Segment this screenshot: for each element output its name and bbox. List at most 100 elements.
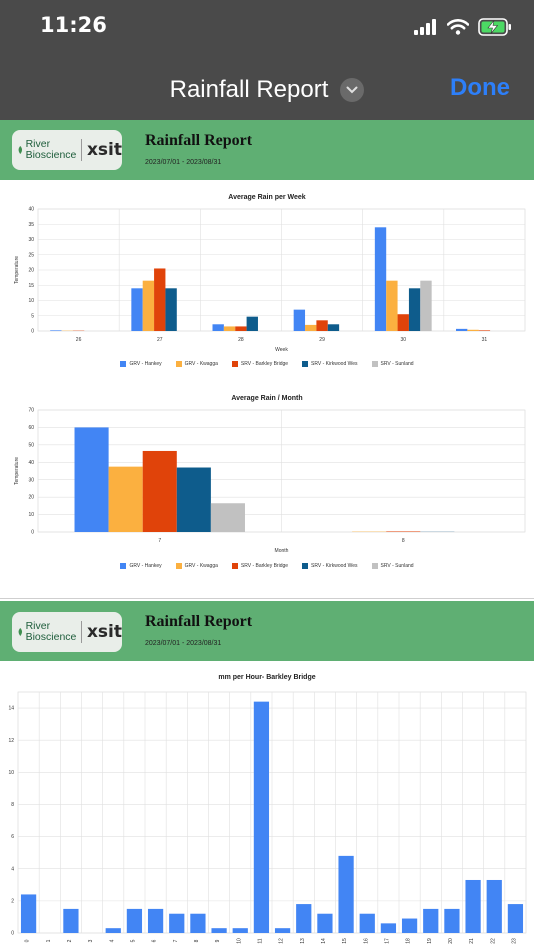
weekly-rain-chart: 0 5 10 15 20 25 30 35 40 26 27 28 29 30 31 Week Temperat… <box>14 207 526 353</box>
x-tick-label: 30 <box>400 337 406 343</box>
bar <box>235 326 247 331</box>
y-tick-label: 35 <box>28 222 34 228</box>
report-page-1: River Bioscience xsit Rainfall Report 20… <box>0 120 534 600</box>
bar <box>105 928 121 933</box>
bar <box>374 227 387 331</box>
bar <box>253 701 270 933</box>
legend-label: GRV - Kwagga <box>184 361 218 367</box>
bar <box>176 467 211 532</box>
x-tick-label: 4 <box>109 939 115 942</box>
bar <box>210 503 245 532</box>
legend-monthly: GRV - Hankey GRV - Kwagga SRV - Barkley Br… <box>0 563 534 569</box>
y-tick-label: 0 <box>31 530 34 536</box>
legend-item: GRV - Hankey <box>120 563 162 569</box>
bar <box>147 908 164 933</box>
report-page-2: River Bioscience xsit Rainfall Report 20… <box>0 601 534 950</box>
bar <box>317 913 333 933</box>
bar <box>397 314 409 331</box>
y-tick-label: 4 <box>11 866 14 872</box>
y-tick-label: 14 <box>8 706 14 712</box>
x-tick-label: 27 <box>157 337 163 343</box>
bar <box>386 280 398 331</box>
y-tick-label: 10 <box>28 298 34 304</box>
bar <box>380 923 397 933</box>
logo-line1: River <box>25 620 51 632</box>
legend-label: GRV - Hankey <box>129 361 162 367</box>
x-tick-label: 21 <box>469 938 475 944</box>
status-icons <box>414 15 512 39</box>
nav-title: Rainfall Report <box>169 76 329 103</box>
y-tick-label: 50 <box>28 442 34 448</box>
logo-line2: Bioscience <box>25 631 77 643</box>
company-logo: River Bioscience xsit <box>12 130 122 170</box>
x-tick-label: 15 <box>342 938 348 944</box>
monthly-rain-chart: 0 10 20 30 40 50 60 70 7 8 Month Temperature <box>14 408 526 554</box>
battery-charging-icon <box>478 18 511 36</box>
report-viewer[interactable]: River Bioscience xsit Rainfall Report 20… <box>0 120 534 950</box>
cellular-signal-icon <box>414 19 436 35</box>
bar <box>223 326 236 331</box>
y-tick-label: 0 <box>31 329 34 335</box>
legend-label: SRV - Barkley Bridge <box>240 361 289 367</box>
bar <box>423 908 439 933</box>
report-title: Rainfall Report <box>145 132 253 149</box>
y-tick-label: 0 <box>11 931 14 937</box>
y-tick-label: 12 <box>8 738 14 744</box>
x-tick-label: 31 <box>482 337 488 343</box>
bar <box>420 280 432 331</box>
done-button[interactable]: Done <box>450 74 510 101</box>
x-axis-label: Week <box>275 347 288 353</box>
legend-label: SRV - Sunland <box>380 563 414 569</box>
bar <box>20 894 37 933</box>
x-tick-label: 7 <box>158 538 161 544</box>
report-dates-2: 2023/07/01 - 2023/08/31 <box>145 640 222 647</box>
bar <box>142 450 177 532</box>
bar <box>486 879 502 933</box>
x-tick-label: 18 <box>406 938 412 944</box>
legend-label: SRV - Barkley Bridge <box>240 563 289 569</box>
bar <box>154 268 166 331</box>
x-tick-label: 22 <box>490 938 496 944</box>
x-tick-label: 13 <box>300 938 306 944</box>
logo-separator <box>81 621 82 643</box>
bar <box>408 288 421 331</box>
x-tick-label: 11 <box>257 938 263 943</box>
x-tick-label: 19 <box>427 938 433 944</box>
x-tick-label: 23 <box>511 938 517 944</box>
y-tick-label: 70 <box>28 408 34 414</box>
bar <box>274 928 291 933</box>
bar <box>169 913 185 933</box>
top-bar: 11:26 Rainfall Report <box>0 0 534 120</box>
chart-title-weekly: Average Rain per Week <box>228 194 306 201</box>
bar <box>126 908 143 933</box>
wifi-icon <box>447 19 469 35</box>
legend-label: GRV - Hankey <box>129 563 162 569</box>
bar <box>63 908 79 933</box>
y-tick-label: 15 <box>28 283 34 289</box>
x-tick-label: 3 <box>88 939 94 942</box>
legend-item: SRV - Sunland <box>371 563 414 569</box>
bar <box>305 324 317 331</box>
bar <box>507 904 524 933</box>
x-tick-label: 12 <box>279 938 285 944</box>
bar <box>478 330 491 331</box>
x-tick-label: 16 <box>363 938 369 944</box>
legend-label: SRV - Sunland <box>380 361 414 367</box>
legend-swatch <box>302 361 309 367</box>
y-tick-label: 6 <box>11 834 14 840</box>
report-banner-2: River Bioscience xsit Rainfall Report 20… <box>0 601 534 661</box>
y-tick-label: 40 <box>28 207 34 213</box>
bar <box>212 324 224 331</box>
leaf-icon <box>18 145 23 155</box>
x-tick-label: 29 <box>319 337 325 343</box>
y-tick-label: 30 <box>28 237 34 243</box>
legend-label: SRV - Kirkwood Wes <box>311 361 358 367</box>
chart-title-monthly: Average Rain / Month <box>231 395 303 402</box>
legend-item: SRV - Barkley Bridge <box>231 361 289 367</box>
nav-title-group: Rainfall Report <box>0 72 534 108</box>
bar <box>190 913 206 933</box>
title-menu-button[interactable] <box>340 78 365 102</box>
logo-line1: River <box>25 138 51 150</box>
y-tick-label: 20 <box>28 268 34 274</box>
